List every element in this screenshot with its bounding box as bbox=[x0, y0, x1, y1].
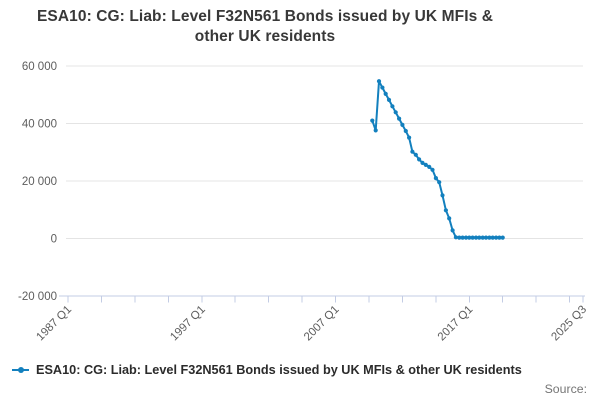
data-point[interactable] bbox=[386, 97, 392, 102]
legend-label: ESA10: CG: Liab: Level F32N561 Bonds iss… bbox=[36, 363, 522, 377]
data-point[interactable] bbox=[390, 104, 395, 109]
data-point[interactable] bbox=[427, 164, 432, 169]
data-point[interactable] bbox=[380, 85, 385, 90]
data-point[interactable] bbox=[376, 79, 382, 84]
x-tick-label: 1987 Q1 bbox=[34, 304, 74, 344]
data-point[interactable] bbox=[413, 152, 418, 157]
data-point[interactable] bbox=[473, 235, 479, 240]
data-point[interactable] bbox=[497, 235, 502, 240]
data-point[interactable] bbox=[410, 149, 415, 154]
data-point[interactable] bbox=[487, 235, 492, 240]
data-point[interactable] bbox=[433, 176, 438, 181]
legend-line-icon bbox=[12, 367, 29, 373]
data-point[interactable] bbox=[490, 235, 495, 240]
data-point[interactable] bbox=[420, 160, 425, 165]
data-point[interactable] bbox=[403, 128, 408, 134]
legend-item[interactable]: ESA10: CG: Liab: Level F32N561 Bonds iss… bbox=[12, 362, 522, 378]
y-tick-label: 20 000 bbox=[22, 176, 57, 188]
data-point[interactable] bbox=[370, 118, 375, 123]
data-point[interactable] bbox=[397, 116, 402, 121]
data-point[interactable] bbox=[417, 157, 422, 162]
data-point[interactable] bbox=[453, 235, 458, 240]
data-point[interactable] bbox=[437, 180, 442, 185]
data-point[interactable] bbox=[480, 235, 485, 240]
y-tick-label: 0 bbox=[51, 234, 57, 246]
data-point[interactable] bbox=[477, 235, 482, 240]
data-point[interactable] bbox=[463, 235, 469, 240]
data-point[interactable] bbox=[373, 128, 378, 133]
data-point[interactable] bbox=[457, 235, 462, 240]
x-tick-label: 2017 Q1 bbox=[436, 304, 476, 344]
data-point[interactable] bbox=[423, 162, 428, 167]
data-point[interactable] bbox=[400, 122, 405, 127]
data-point[interactable] bbox=[460, 235, 465, 240]
x-tick-label: 2007 Q1 bbox=[302, 304, 342, 344]
y-tick-label: 40 000 bbox=[22, 119, 57, 131]
data-point[interactable] bbox=[450, 228, 455, 233]
data-point[interactable] bbox=[494, 235, 499, 240]
x-tick-label: 1997 Q1 bbox=[168, 304, 208, 344]
data-point[interactable] bbox=[483, 235, 489, 240]
legend-point-icon bbox=[17, 367, 24, 373]
data-point[interactable] bbox=[393, 110, 398, 115]
data-point[interactable] bbox=[447, 216, 452, 221]
data-point[interactable] bbox=[443, 208, 448, 213]
source-label: Source: bbox=[544, 382, 587, 396]
data-point[interactable] bbox=[500, 235, 505, 240]
data-point[interactable] bbox=[407, 135, 412, 140]
data-point[interactable] bbox=[383, 91, 388, 96]
y-tick-label: 60 000 bbox=[22, 61, 57, 73]
data-point[interactable] bbox=[467, 235, 472, 240]
y-tick-label: -20 000 bbox=[18, 291, 57, 303]
data-point[interactable] bbox=[430, 167, 435, 172]
x-tick-label: 2025 Q3 bbox=[549, 304, 589, 344]
chart-title: ESA10: CG: Liab: Level F32N561 Bonds iss… bbox=[36, 8, 494, 46]
data-point[interactable] bbox=[470, 235, 475, 240]
data-point[interactable] bbox=[440, 193, 445, 198]
